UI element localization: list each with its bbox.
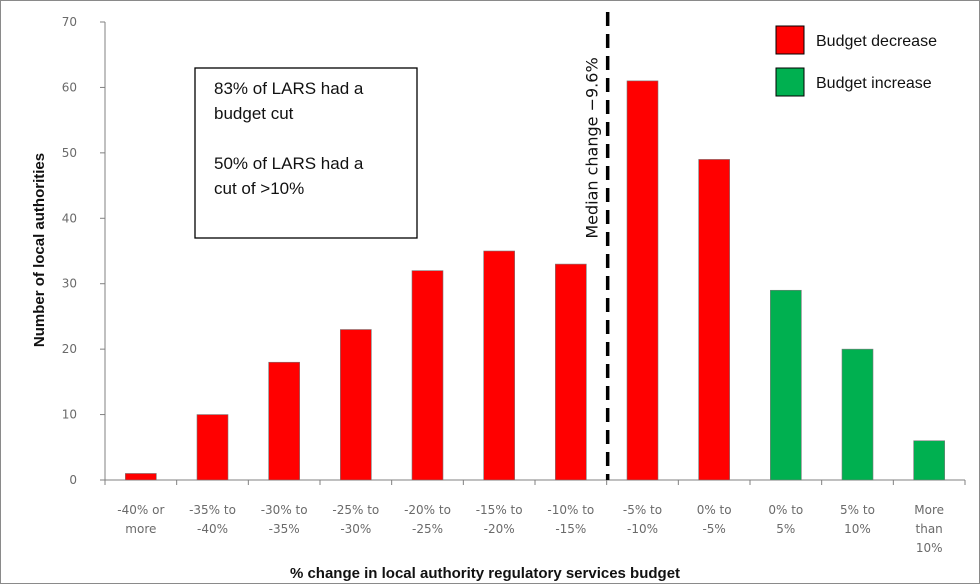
y-tick-label: 50 xyxy=(62,146,77,160)
bar xyxy=(698,159,730,481)
x-tick-label: More xyxy=(914,503,944,517)
x-axis-title: % change in local authority regulatory s… xyxy=(290,565,680,582)
annotation-line: budget cut xyxy=(214,104,294,123)
bar xyxy=(125,473,157,481)
legend-label: Budget increase xyxy=(816,75,932,92)
y-tick-label: 40 xyxy=(62,211,77,225)
bar xyxy=(268,361,300,481)
x-tick-label: -35% to xyxy=(189,503,236,517)
bar xyxy=(770,289,802,481)
median-label: Median change −9.6% xyxy=(583,57,602,238)
bar xyxy=(841,348,874,481)
x-tick-label: 10% xyxy=(844,522,871,536)
y-tick-label: 20 xyxy=(62,342,77,356)
legend-label: Budget decrease xyxy=(816,33,937,50)
x-tick-label: more xyxy=(125,522,156,536)
x-tick-label: -5% to xyxy=(623,503,662,517)
bar xyxy=(626,80,659,481)
x-tick-label: -30% xyxy=(340,522,371,536)
bars xyxy=(125,80,945,481)
y-tick-label: 10 xyxy=(62,408,77,422)
bar xyxy=(555,263,587,481)
x-tick-label: than xyxy=(916,522,943,536)
y-tick-label: 60 xyxy=(62,80,77,94)
x-axis-ticks: -40% or more -35% to -40% -30% to -35% -25% to… xyxy=(104,480,966,555)
x-tick-label: -5% xyxy=(702,522,725,536)
x-tick-label: 0% to xyxy=(697,503,732,517)
x-tick-label: -40% or xyxy=(117,503,164,517)
annotation-line: 50% of LARS had a xyxy=(214,154,364,173)
x-tick-label: -20% xyxy=(484,522,515,536)
x-tick-label: -15% to xyxy=(476,503,523,517)
y-tick-label: 30 xyxy=(62,277,77,291)
annotation-line: cut of >10% xyxy=(214,179,304,198)
y-axis-ticks: 0 10 20 30 40 50 60 70 xyxy=(62,15,105,487)
legend-swatch xyxy=(775,25,805,55)
x-tick-label: -30% to xyxy=(261,503,308,517)
bar xyxy=(340,329,372,481)
x-tick-label: -10% xyxy=(627,522,658,536)
x-tick-label: 5% to xyxy=(840,503,875,517)
x-tick-label: -20% to xyxy=(404,503,451,517)
x-tick-label: 10% xyxy=(916,541,943,555)
x-tick-label: 0% to xyxy=(768,503,803,517)
y-tick-label: 70 xyxy=(62,15,77,29)
bar xyxy=(196,414,229,481)
x-tick-label: -35% xyxy=(269,522,300,536)
median-marker: Median change −9.6% xyxy=(583,12,610,480)
annotation-line: 83% of LARS had a xyxy=(214,79,364,98)
bar xyxy=(483,250,515,481)
x-tick-label: 5% xyxy=(776,522,795,536)
legend-swatch xyxy=(775,67,805,97)
bar xyxy=(913,440,945,481)
y-axis-title: Number of local authorities xyxy=(31,153,48,347)
bar xyxy=(411,270,444,481)
x-tick-label: -10% to xyxy=(547,503,594,517)
legend: Budget decrease Budget increase xyxy=(775,25,937,97)
x-tick-label: -25% to xyxy=(332,503,379,517)
x-tick-label: -40% xyxy=(197,522,228,536)
x-tick-label: -15% xyxy=(555,522,586,536)
annotation-box: 83% of LARS had a budget cut 50% of LARS h… xyxy=(194,67,418,239)
x-tick-label: -25% xyxy=(412,522,443,536)
y-tick-label: 0 xyxy=(69,473,77,487)
